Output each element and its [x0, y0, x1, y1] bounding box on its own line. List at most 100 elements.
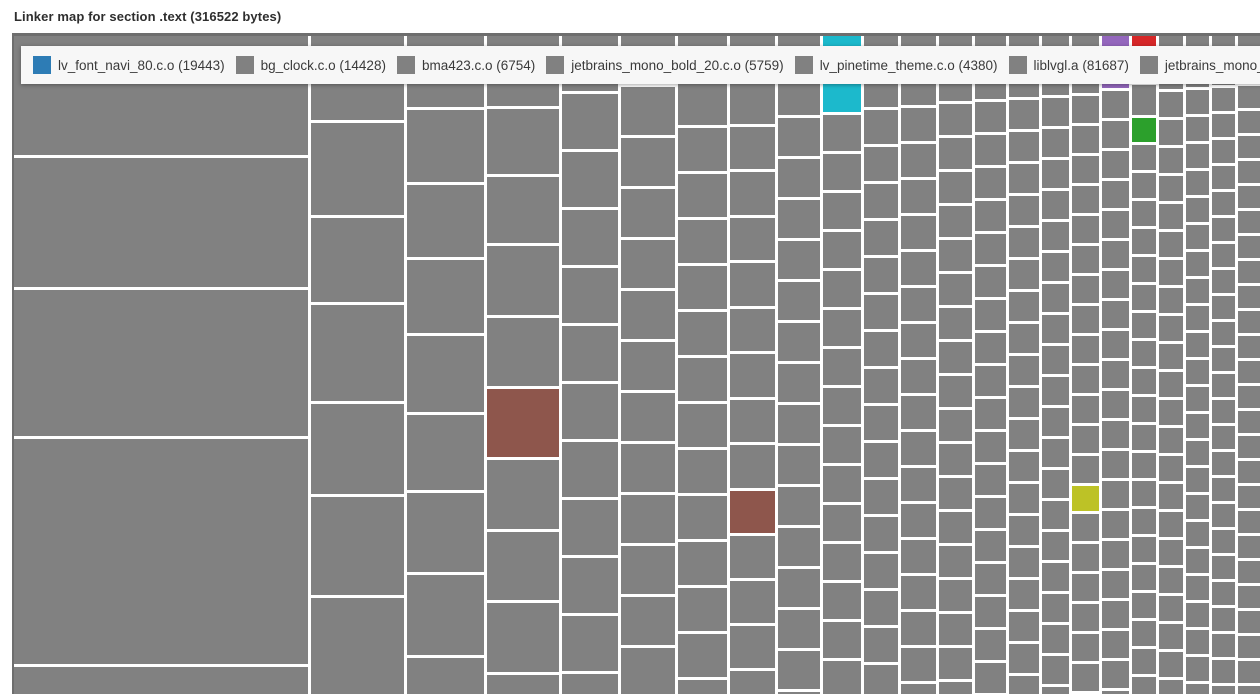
treemap-cell[interactable]: [1072, 306, 1099, 333]
treemap-cell[interactable]: [1159, 204, 1183, 229]
treemap-cell[interactable]: [1186, 441, 1209, 465]
treemap-cell[interactable]: [1159, 400, 1183, 425]
treemap-cell[interactable]: [901, 432, 936, 465]
treemap-cell[interactable]: [901, 252, 936, 285]
treemap-cell[interactable]: [1238, 111, 1260, 133]
treemap-cell[interactable]: [1132, 677, 1156, 694]
treemap-cell[interactable]: [1042, 377, 1069, 405]
treemap-cell[interactable]: [975, 432, 1006, 462]
treemap-cell[interactable]: [562, 616, 618, 671]
treemap-cell[interactable]: [1102, 151, 1129, 178]
treemap-cell[interactable]: [1132, 425, 1156, 450]
treemap-cell[interactable]: [1042, 563, 1069, 591]
treemap-cell[interactable]: [975, 300, 1006, 330]
treemap-cell[interactable]: [939, 138, 972, 169]
treemap-cell[interactable]: [1186, 387, 1209, 411]
treemap-cell[interactable]: [823, 388, 861, 424]
treemap-cell[interactable]: [407, 185, 484, 257]
treemap-cell[interactable]: [562, 268, 618, 323]
treemap-cell[interactable]: [1159, 372, 1183, 397]
treemap-cell[interactable]: [1212, 140, 1235, 163]
treemap-cell[interactable]: [1072, 514, 1099, 541]
treemap-cell[interactable]: [864, 184, 898, 218]
treemap-cell[interactable]: [407, 110, 484, 182]
treemap-cell[interactable]: [1238, 286, 1260, 308]
treemap-cell[interactable]: [975, 135, 1006, 165]
treemap-cell[interactable]: [1009, 580, 1039, 609]
treemap-cell[interactable]: [864, 628, 898, 662]
treemap-cell[interactable]: [1009, 612, 1039, 641]
treemap-cell[interactable]: [1132, 397, 1156, 422]
treemap-cell[interactable]: [901, 108, 936, 141]
treemap-cell[interactable]: [621, 495, 675, 543]
treemap-cell[interactable]: [678, 634, 727, 677]
treemap-cell[interactable]: [1186, 333, 1209, 357]
treemap-cell[interactable]: [1132, 313, 1156, 338]
treemap-cell[interactable]: [975, 267, 1006, 297]
treemap-cell[interactable]: [1042, 315, 1069, 343]
treemap-cell[interactable]: [778, 651, 820, 689]
treemap-cell[interactable]: [1072, 396, 1099, 423]
treemap-cell[interactable]: [1186, 279, 1209, 303]
treemap-cell[interactable]: [621, 342, 675, 390]
treemap-cell[interactable]: [778, 200, 820, 238]
treemap-cell[interactable]: [1102, 511, 1129, 538]
treemap-cell[interactable]: [730, 172, 775, 215]
treemap-cell[interactable]: [939, 274, 972, 305]
treemap-cell[interactable]: [901, 684, 936, 694]
treemap-cell[interactable]: [901, 396, 936, 429]
treemap-cell[interactable]: [1072, 276, 1099, 303]
treemap-cell[interactable]: [1009, 516, 1039, 545]
treemap-cell[interactable]: [1238, 361, 1260, 383]
treemap-cell[interactable]: [1132, 593, 1156, 618]
treemap-cell[interactable]: [621, 138, 675, 186]
treemap-cell[interactable]: [1009, 356, 1039, 385]
treemap-cell[interactable]: [1132, 341, 1156, 366]
treemap-cell[interactable]: [975, 102, 1006, 132]
treemap-cell[interactable]: [678, 266, 727, 309]
treemap-cell[interactable]: [1042, 501, 1069, 529]
treemap-cell[interactable]: [939, 614, 972, 645]
treemap-cell[interactable]: [1186, 657, 1209, 681]
treemap-cell[interactable]: [1009, 452, 1039, 481]
treemap-cell[interactable]: [14, 667, 308, 694]
treemap-cell[interactable]: [1042, 129, 1069, 157]
treemap-cell[interactable]: [1186, 603, 1209, 627]
treemap-cell[interactable]: [823, 310, 861, 346]
treemap-cell[interactable]: [823, 349, 861, 385]
treemap-cell[interactable]: [1159, 568, 1183, 593]
treemap-cell[interactable]: [562, 558, 618, 613]
treemap-cell[interactable]: [901, 216, 936, 249]
treemap-cell[interactable]: [1238, 161, 1260, 183]
treemap-cell[interactable]: [730, 581, 775, 623]
treemap-cell[interactable]: [1186, 144, 1209, 168]
treemap-cell[interactable]: [1212, 582, 1235, 605]
treemap-cell[interactable]: [14, 158, 308, 287]
treemap-cell[interactable]: [678, 312, 727, 355]
treemap-cell[interactable]: [678, 588, 727, 631]
treemap-cell[interactable]: [1072, 544, 1099, 571]
treemap-cell[interactable]: [1159, 652, 1183, 677]
treemap-cell[interactable]: [621, 240, 675, 288]
treemap-cell[interactable]: [487, 603, 559, 672]
treemap-cell[interactable]: [487, 246, 559, 315]
treemap-cell[interactable]: [1132, 85, 1156, 115]
treemap-cell[interactable]: [901, 180, 936, 213]
treemap-cell[interactable]: [407, 336, 484, 412]
treemap-cell[interactable]: [1159, 624, 1183, 649]
treemap-cell[interactable]: [730, 81, 775, 124]
treemap-cell[interactable]: [975, 366, 1006, 396]
treemap-cell[interactable]: [864, 369, 898, 403]
treemap-cell[interactable]: [823, 427, 861, 463]
treemap-cell[interactable]: [1132, 173, 1156, 198]
treemap-cell[interactable]: [621, 546, 675, 594]
treemap-cell[interactable]: [975, 531, 1006, 561]
treemap-cell[interactable]: [1212, 478, 1235, 501]
treemap-cell[interactable]: [1159, 484, 1183, 509]
treemap-cell[interactable]: [939, 308, 972, 339]
treemap-cell[interactable]: [1159, 92, 1183, 117]
treemap-cell[interactable]: [1132, 453, 1156, 478]
treemap-cell[interactable]: [678, 404, 727, 447]
treemap-cell[interactable]: [1102, 331, 1129, 358]
treemap-cell[interactable]: [311, 497, 404, 595]
